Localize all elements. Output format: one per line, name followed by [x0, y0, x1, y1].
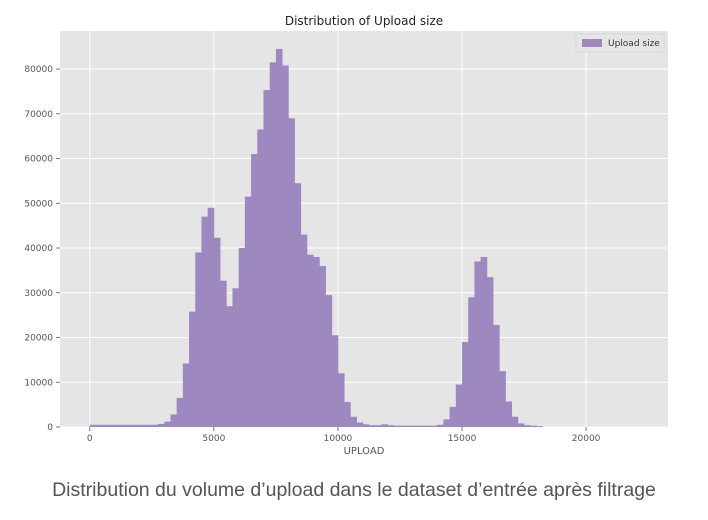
y-tick-label: 50000: [24, 199, 53, 209]
histogram-bar: [127, 424, 134, 427]
histogram-bar: [474, 261, 482, 427]
histogram-bar: [350, 416, 357, 427]
histogram-bar: [356, 422, 364, 427]
histogram-bar: [412, 425, 419, 427]
x-tick-label: 15000: [448, 434, 477, 444]
histogram-bar: [102, 424, 109, 427]
histogram-bar: [455, 384, 463, 427]
histogram-bar: [300, 234, 308, 427]
histogram-bar: [257, 129, 264, 427]
histogram-bar: [480, 256, 488, 427]
y-tick-label: 30000: [24, 289, 53, 299]
histogram-bar: [505, 401, 513, 427]
legend-box: [575, 33, 665, 53]
histogram-bar: [406, 425, 413, 427]
histogram-bar: [375, 425, 382, 427]
histogram-bar: [114, 424, 122, 427]
figure-caption: Distribution du volume d’upload dans le …: [52, 479, 656, 501]
histogram-bar: [207, 207, 215, 427]
histogram-bar: [387, 425, 395, 427]
histogram-bar: [120, 424, 128, 427]
histogram-bar: [468, 297, 475, 427]
upload-size-histogram: Distribution of Upload size 0 10000 20000 3…: [24, 14, 668, 457]
histogram-bar: [511, 416, 519, 427]
histogram-bar: [499, 371, 506, 427]
histogram-bar: [89, 424, 97, 427]
histogram-bar: [195, 252, 202, 427]
histogram-bar: [399, 425, 407, 427]
histogram-bar: [176, 397, 184, 427]
legend: Upload size: [575, 33, 665, 53]
histogram-bar: [418, 425, 426, 427]
x-tick-label: 0: [87, 434, 93, 444]
x-axis-title: UPLOAD: [344, 446, 385, 457]
y-tick-label: 40000: [24, 244, 53, 254]
histogram-bar: [517, 423, 525, 427]
histogram-bar: [337, 373, 345, 427]
x-tick-label: 5000: [202, 434, 225, 444]
histogram-bar: [344, 401, 351, 427]
y-tick-label: 80000: [24, 65, 53, 75]
y-tick-label: 20000: [24, 334, 53, 344]
histogram-bar: [269, 62, 277, 428]
histogram-bar: [368, 425, 376, 427]
histogram-bar: [331, 335, 339, 427]
histogram-bar: [486, 277, 494, 427]
histogram-bar: [201, 216, 209, 427]
x-tick-label: 20000: [572, 434, 601, 444]
histogram-bar: [524, 425, 531, 427]
histogram-bar: [319, 265, 326, 427]
histogram-bar: [251, 154, 258, 427]
histogram-bar: [362, 424, 370, 427]
histogram-bar: [275, 48, 283, 427]
histogram-bar: [536, 426, 544, 427]
histogram-bar: [151, 424, 159, 427]
x-tick-label: 10000: [324, 434, 353, 444]
histogram-bar: [431, 425, 438, 427]
histogram-bar: [213, 237, 221, 427]
histogram-bar: [530, 425, 537, 427]
histogram-bar: [95, 424, 103, 427]
histogram-bar: [437, 424, 444, 427]
histogram-bar: [232, 288, 240, 427]
histogram-bar: [381, 424, 388, 427]
histogram-bar: [282, 65, 289, 428]
chart-title: Distribution of Upload size: [285, 14, 443, 28]
legend-swatch: [582, 39, 602, 47]
histogram-bar: [170, 414, 178, 427]
y-tick-label: 60000: [24, 155, 53, 165]
histogram-bar: [493, 324, 500, 427]
plot-area: [60, 31, 668, 427]
histogram-bar: [108, 424, 115, 427]
histogram-bar: [306, 254, 314, 427]
y-axis-ticks: 0 10000 20000 30000 40000 50000 60000 70000 8000…: [24, 65, 60, 433]
histogram-bar: [443, 419, 451, 427]
histogram-bar: [424, 425, 432, 427]
histogram-bar: [164, 421, 171, 427]
histogram-bar: [145, 424, 153, 427]
histogram-bar: [288, 118, 295, 427]
histogram-bar: [226, 306, 233, 427]
histogram-bar: [244, 196, 252, 427]
histogram-bar: [313, 256, 320, 427]
histogram-bar: [263, 90, 271, 428]
y-tick-label: 10000: [24, 378, 53, 388]
y-tick-label: 70000: [24, 110, 53, 120]
histogram-bar: [462, 341, 469, 427]
histogram-bar: [182, 363, 190, 427]
histogram-bar: [158, 423, 165, 427]
x-axis-ticks: 0 5000 10000 15000 20000: [87, 427, 601, 444]
histogram-bar: [220, 280, 227, 427]
histogram-bar: [189, 311, 196, 427]
histogram-bars: [89, 48, 544, 428]
histogram-bar: [238, 248, 246, 427]
histogram-bar: [449, 406, 457, 427]
histogram-bar: [325, 295, 333, 427]
y-tick-label: 0: [47, 423, 53, 433]
histogram-bar: [133, 424, 140, 427]
histogram-bar: [139, 424, 147, 427]
histogram-bar: [294, 183, 302, 427]
legend-label: Upload size: [608, 39, 660, 49]
histogram-bar: [393, 425, 401, 427]
